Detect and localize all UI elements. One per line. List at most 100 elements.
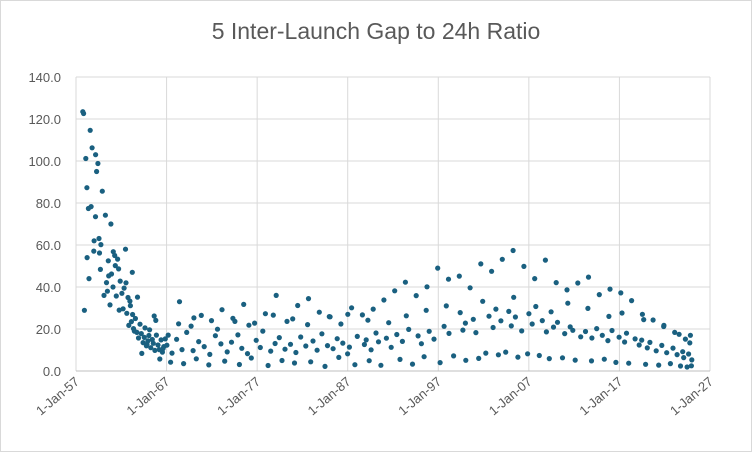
data-point (140, 340, 146, 346)
data-point (446, 330, 452, 336)
data-point (273, 292, 279, 298)
data-point (165, 332, 171, 338)
data-point (198, 312, 204, 318)
data-point (508, 323, 514, 329)
data-point (562, 331, 568, 337)
data-point (88, 204, 94, 210)
data-point (162, 336, 168, 342)
data-point (462, 320, 468, 326)
data-point (235, 332, 241, 338)
data-point (108, 221, 114, 227)
data-point (435, 265, 441, 271)
data-point (212, 333, 218, 339)
data-point (510, 247, 516, 254)
data-point (98, 242, 104, 248)
data-point (188, 323, 194, 329)
data-point (244, 351, 251, 357)
data-point (512, 314, 519, 320)
data-point (279, 357, 285, 364)
data-point (219, 307, 225, 313)
data-point (618, 290, 624, 296)
data-point (483, 350, 489, 356)
data-point (257, 344, 263, 351)
y-tick-label: 80.0 (36, 196, 61, 211)
data-point (647, 339, 653, 345)
data-point (338, 321, 344, 327)
data-point (373, 330, 379, 336)
data-point (643, 361, 649, 367)
data-point (191, 315, 197, 321)
data-point (409, 361, 416, 367)
data-point (253, 337, 259, 343)
data-point (130, 311, 136, 318)
data-point (499, 256, 505, 262)
data-point (268, 348, 274, 354)
data-point (127, 298, 133, 304)
data-point (144, 341, 150, 347)
data-point (664, 350, 670, 356)
y-tick-label: 40.0 (36, 280, 61, 295)
data-point (150, 340, 156, 346)
data-point (176, 299, 183, 305)
data-point (503, 349, 509, 355)
data-point (480, 298, 486, 304)
data-point (445, 276, 452, 282)
y-tick-label: 60.0 (36, 238, 61, 253)
data-point (463, 357, 469, 363)
data-point (511, 294, 517, 300)
data-point (585, 305, 591, 311)
data-point (532, 276, 538, 282)
data-point (262, 311, 268, 317)
data-point (415, 333, 421, 339)
data-point (181, 361, 187, 367)
data-point (680, 349, 686, 355)
data-point (564, 287, 570, 293)
data-point (110, 284, 116, 290)
data-point (490, 324, 496, 331)
data-point (104, 288, 110, 294)
data-point (137, 321, 143, 327)
data-point (639, 337, 645, 343)
data-point (179, 347, 185, 353)
data-point (456, 273, 462, 279)
data-point (89, 145, 95, 151)
data-point (526, 311, 532, 317)
data-point (644, 345, 650, 351)
data-point (525, 351, 531, 357)
data-point (151, 313, 157, 319)
data-point (222, 358, 228, 364)
data-point (252, 320, 258, 326)
data-point (248, 355, 254, 361)
data-point (689, 357, 695, 363)
y-axis-tick-labels: 0.0 20.0 40.0 60.0 80.0 100.0 120.0 140.0 (28, 70, 61, 379)
data-point (421, 354, 427, 360)
data-point (605, 338, 611, 344)
data-point (87, 127, 93, 133)
data-point (653, 348, 659, 354)
data-point (298, 334, 304, 340)
data-point (546, 356, 552, 362)
data-point (83, 155, 89, 162)
data-point (142, 325, 148, 331)
data-point (91, 248, 97, 254)
x-tick-label: 1-Jan-77 (214, 374, 263, 418)
data-point (529, 321, 535, 327)
data-point (308, 359, 314, 365)
data-point (460, 327, 466, 333)
y-tick-label: 0.0 (43, 364, 61, 379)
data-point (397, 356, 403, 362)
data-point (361, 341, 367, 348)
data-point (147, 327, 153, 333)
data-point (84, 185, 90, 191)
data-point (375, 339, 382, 345)
data-point (363, 337, 369, 343)
data-point (265, 362, 271, 369)
data-point (103, 280, 110, 286)
data-point (303, 343, 309, 349)
data-point (272, 340, 278, 347)
data-point (282, 346, 288, 352)
data-point (467, 285, 473, 291)
data-point (636, 342, 642, 348)
data-point (326, 314, 332, 320)
